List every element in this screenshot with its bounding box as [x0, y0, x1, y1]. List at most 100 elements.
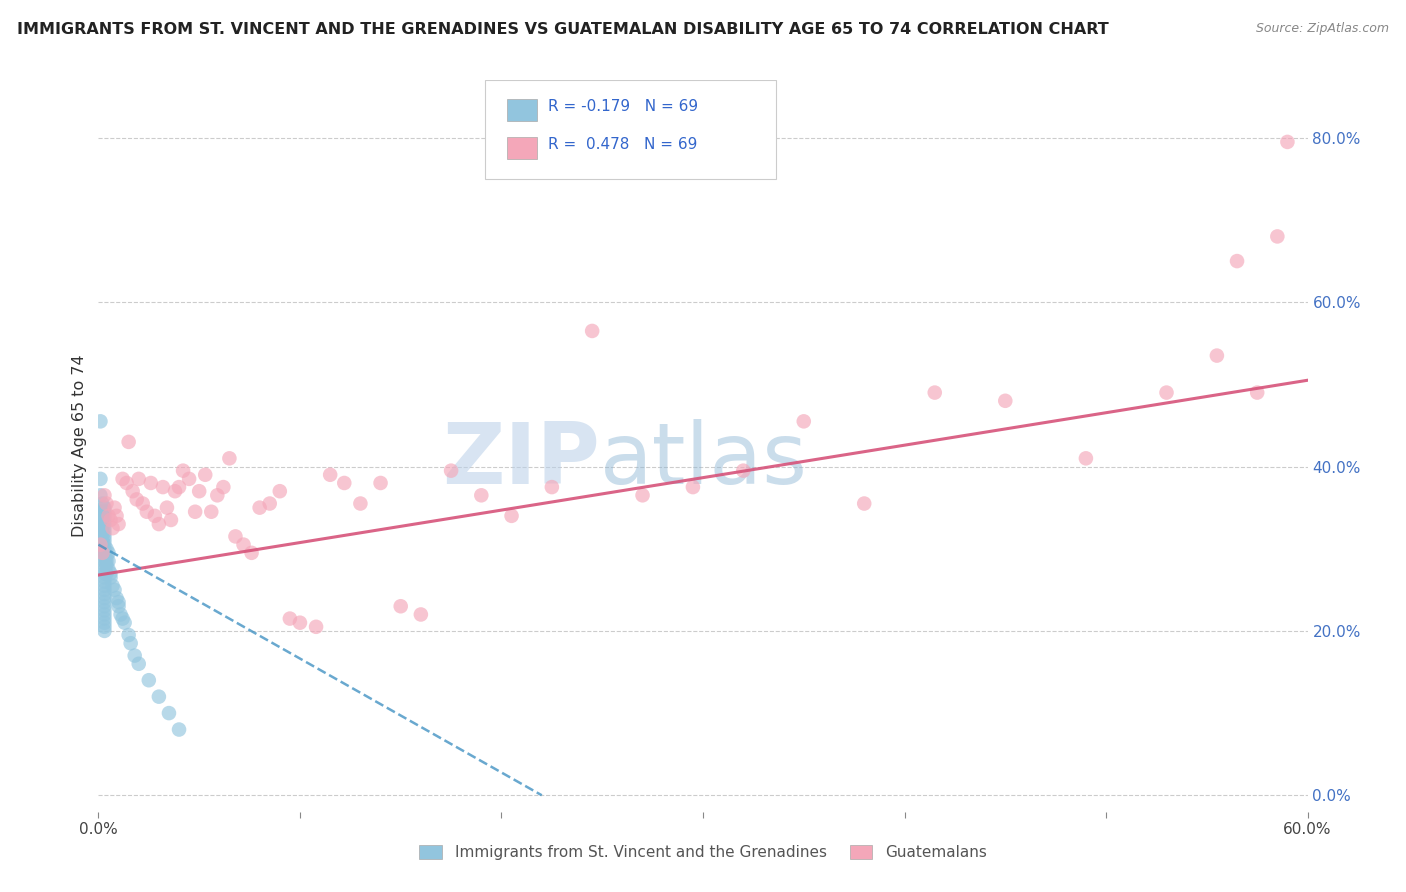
Point — [128, 657, 150, 671]
Point — [93, 546, 115, 560]
Point — [349, 496, 371, 510]
Point — [93, 508, 115, 523]
FancyBboxPatch shape — [508, 136, 537, 159]
Point — [107, 599, 129, 614]
Point — [207, 488, 229, 502]
Point — [96, 496, 118, 510]
Point — [93, 525, 115, 540]
Point — [128, 472, 150, 486]
Point — [305, 620, 328, 634]
Point — [93, 579, 115, 593]
Text: ZIP: ZIP — [443, 419, 600, 502]
Point — [114, 615, 136, 630]
Text: R =  0.478   N = 69: R = 0.478 N = 69 — [548, 137, 697, 153]
Point — [93, 521, 115, 535]
Point — [97, 562, 120, 576]
Point — [91, 517, 114, 532]
Point — [93, 513, 115, 527]
Point — [924, 385, 946, 400]
Point — [93, 574, 115, 589]
Point — [89, 414, 111, 428]
Point — [93, 529, 115, 543]
Point — [89, 472, 111, 486]
Point — [163, 484, 186, 499]
Point — [278, 611, 301, 625]
Point — [101, 521, 124, 535]
Text: atlas: atlas — [600, 419, 808, 502]
Point — [93, 549, 115, 564]
Point — [91, 546, 114, 560]
Point — [93, 582, 115, 597]
Point — [93, 517, 115, 532]
Point — [440, 464, 463, 478]
Point — [89, 488, 111, 502]
Point — [152, 480, 174, 494]
Point — [111, 611, 134, 625]
Point — [179, 472, 201, 486]
Point — [148, 517, 170, 532]
FancyBboxPatch shape — [485, 80, 776, 179]
Point — [93, 558, 115, 573]
Point — [631, 488, 654, 502]
Point — [269, 484, 291, 499]
Point — [93, 615, 115, 630]
Point — [157, 706, 180, 720]
Point — [90, 505, 112, 519]
Point — [333, 475, 356, 490]
Point — [118, 434, 141, 449]
Point — [370, 475, 392, 490]
Point — [93, 500, 115, 515]
Point — [93, 599, 115, 614]
Point — [259, 496, 281, 510]
Point — [167, 723, 190, 737]
Point — [97, 508, 120, 523]
Point — [1267, 229, 1289, 244]
Point — [249, 500, 271, 515]
Point — [135, 505, 157, 519]
Point — [91, 533, 114, 548]
Point — [97, 554, 120, 568]
Point — [96, 549, 118, 564]
Point — [218, 451, 240, 466]
Point — [224, 529, 246, 543]
Point — [1206, 349, 1229, 363]
Point — [124, 648, 146, 663]
Point — [132, 496, 155, 510]
Point — [103, 500, 125, 515]
Point — [111, 472, 134, 486]
Point — [184, 505, 207, 519]
Point — [93, 603, 115, 617]
Point — [93, 624, 115, 638]
Point — [501, 508, 523, 523]
Point — [96, 566, 118, 581]
Point — [97, 546, 120, 560]
Point — [167, 480, 190, 494]
Point — [733, 464, 755, 478]
Text: R = -0.179   N = 69: R = -0.179 N = 69 — [548, 99, 699, 113]
Point — [1226, 254, 1249, 268]
Point — [115, 475, 138, 490]
Point — [107, 517, 129, 532]
Point — [100, 513, 122, 527]
Point — [96, 554, 118, 568]
Point — [118, 628, 141, 642]
Text: IMMIGRANTS FROM ST. VINCENT AND THE GRENADINES VS GUATEMALAN DISABILITY AGE 65 T: IMMIGRANTS FROM ST. VINCENT AND THE GREN… — [17, 22, 1108, 37]
Point — [93, 538, 115, 552]
Point — [188, 484, 211, 499]
Point — [194, 467, 217, 482]
Point — [682, 480, 704, 494]
Point — [96, 541, 118, 556]
Point — [581, 324, 603, 338]
Point — [793, 414, 815, 428]
Point — [100, 570, 122, 584]
Point — [160, 513, 183, 527]
Point — [89, 538, 111, 552]
Point — [1156, 385, 1178, 400]
Point — [93, 587, 115, 601]
Point — [143, 508, 166, 523]
Point — [125, 492, 148, 507]
Point — [96, 558, 118, 573]
Point — [200, 505, 222, 519]
Point — [1074, 451, 1097, 466]
Point — [105, 591, 128, 605]
